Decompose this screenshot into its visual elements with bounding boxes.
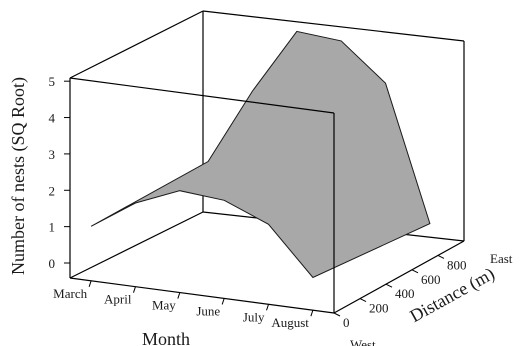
month-tick-mark: [221, 298, 225, 305]
west-label: West: [350, 337, 376, 346]
z-axis-title: Number of nests (SQ Root): [8, 77, 29, 275]
distance-tick-label: 0: [343, 315, 350, 330]
month-tick-label: April: [104, 292, 132, 307]
z-tick-label: 3: [49, 147, 56, 162]
distance-tick-mark: [411, 269, 419, 274]
distance-tick-mark: [437, 254, 445, 259]
month-tick-label: June: [196, 303, 220, 318]
distance-tick-mark: [359, 298, 367, 303]
distance-tick-label: 800: [447, 257, 467, 272]
z-tick-label: 2: [49, 183, 56, 198]
box-back-top-edge: [202, 10, 465, 42]
month-tick-label: May: [152, 298, 176, 313]
east-label: East: [490, 251, 513, 266]
month-tick-label: August: [271, 315, 309, 330]
distance-axis-line: [333, 240, 465, 314]
surface-area: [90, 30, 431, 279]
month-tick-mark: [310, 310, 314, 317]
month-tick-mark: [177, 292, 181, 299]
distance-tick-mark: [333, 312, 341, 317]
month-tick-mark: [88, 280, 92, 287]
box-top-left-edge: [69, 10, 204, 79]
z-tick-label: 5: [49, 74, 56, 89]
month-axis-title: Month: [142, 329, 190, 346]
month-tick-mark: [132, 286, 136, 293]
z-axis-ticks: 0 1 2 3 4 5: [49, 74, 70, 271]
box-floor-left-edge: [69, 211, 204, 279]
distance-tick-label: 600: [421, 272, 441, 287]
box-front-top-edge: [69, 77, 335, 114]
distance-axis-ticks: 0 200 400 600 800: [333, 254, 467, 330]
z-tick-label: 4: [49, 111, 56, 126]
distance-tick-mark: [385, 283, 393, 288]
distance-tick-label: 400: [395, 286, 415, 301]
month-axis-line: [69, 277, 335, 314]
month-tick-mark: [266, 304, 270, 311]
z-tick-label: 1: [49, 220, 56, 235]
month-tick-label: July: [243, 309, 265, 324]
month-axis-ticks: March April May June July August: [53, 280, 314, 330]
z-tick-label: 0: [49, 256, 56, 271]
month-tick-label: March: [53, 286, 87, 301]
distance-tick-label: 200: [369, 301, 389, 316]
